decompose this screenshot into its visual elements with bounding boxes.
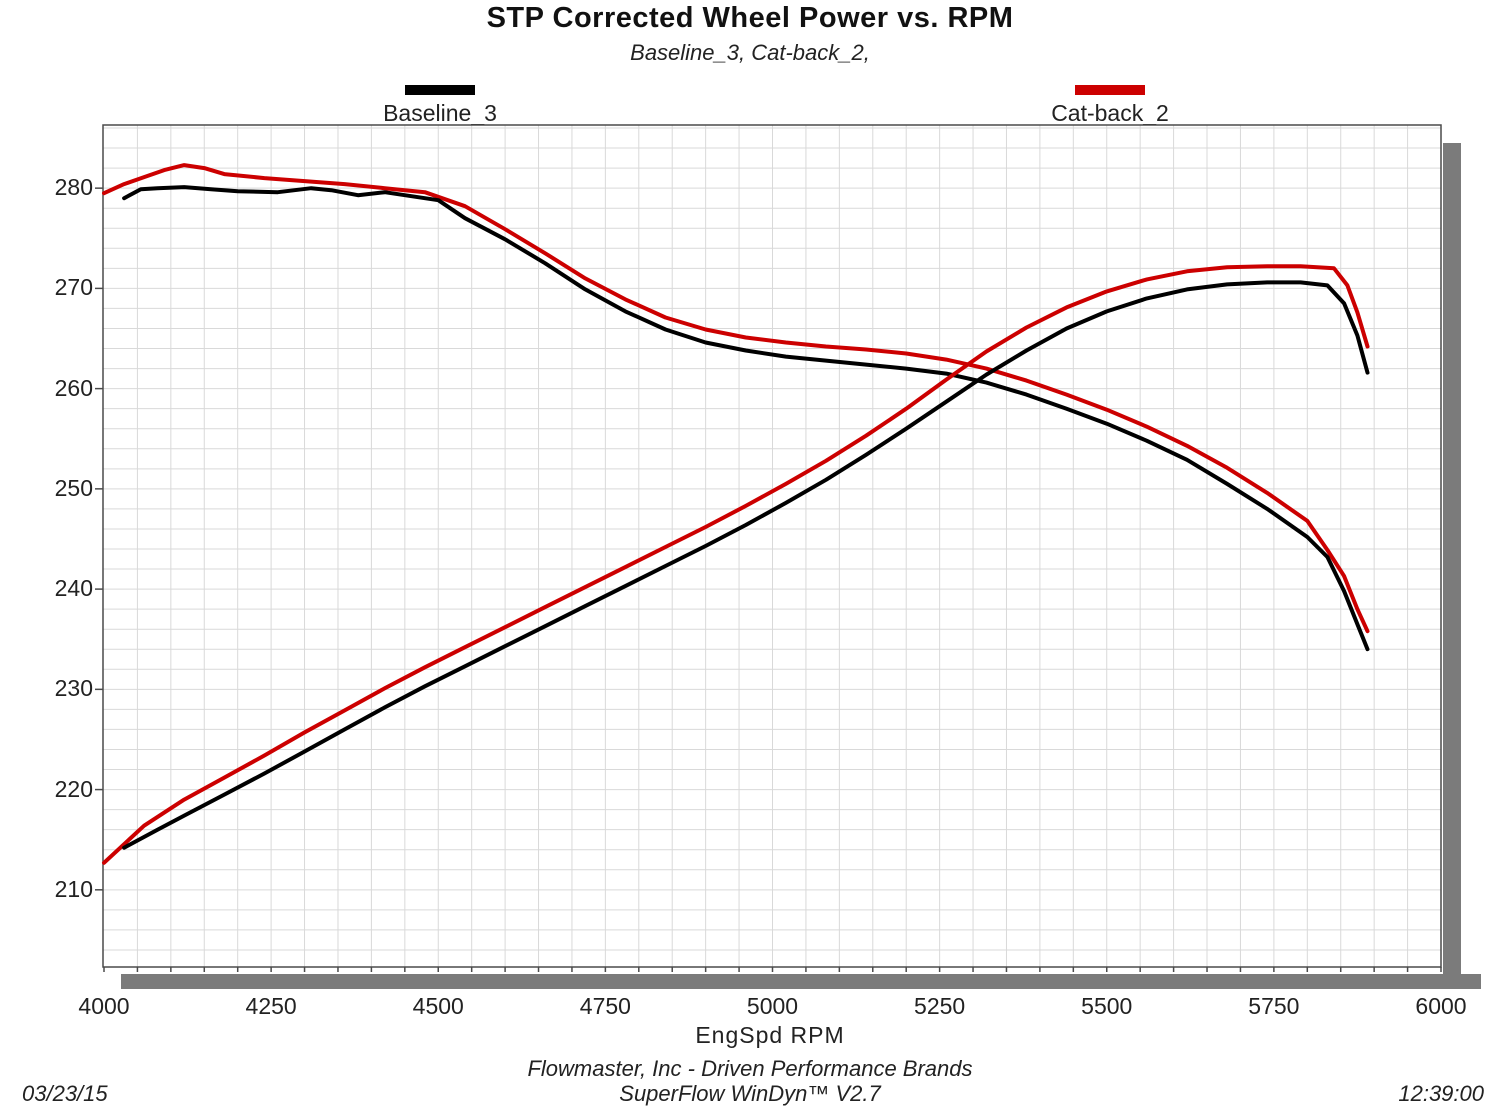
legend-label-catback: Cat-back_2 [1051, 100, 1169, 126]
x-axis-title: EngSpd RPM [695, 1022, 845, 1048]
x-tick-label: 4250 [245, 993, 297, 1019]
x-tick-label: 6000 [1415, 993, 1467, 1019]
curve-2 [102, 264, 1370, 865]
legend-label-baseline: Baseline_3 [383, 100, 497, 126]
y-tick-label: 260 [54, 374, 93, 401]
chart-title: STP Corrected Wheel Power vs. RPM [486, 2, 1014, 34]
footer-software: SuperFlow WinDyn™ V2.7 [619, 1081, 881, 1106]
legend-swatch-baseline [405, 85, 475, 95]
y-tick-label: 270 [54, 274, 93, 301]
x-tick-label: 5250 [914, 993, 966, 1019]
gridlines [103, 125, 1441, 967]
x-tick-label: 5500 [1081, 993, 1133, 1019]
y-tick-label: 250 [54, 474, 93, 501]
y-tick-label: 210 [54, 875, 93, 902]
x-tick-label: 4750 [579, 993, 631, 1019]
plot-shadow-bottom [121, 974, 1481, 989]
y-tick-label: 280 [54, 174, 93, 201]
curve-0 [102, 163, 1370, 634]
tick-marks [95, 187, 1442, 972]
legend-swatch-catback [1075, 85, 1145, 95]
curve-1 [122, 185, 1370, 652]
footer-date: 03/23/15 [22, 1081, 108, 1106]
curve-3 [122, 280, 1370, 850]
x-tick-label: 5750 [1248, 993, 1300, 1019]
x-tick-label: 5000 [746, 993, 799, 1019]
chart-subtitle: Baseline_3, Cat-back_2, [630, 40, 870, 65]
y-tick-label: 240 [54, 575, 93, 602]
footer-time: 12:39:00 [1398, 1081, 1484, 1106]
x-tick-label: 4000 [78, 993, 130, 1019]
footer-company: Flowmaster, Inc - Driven Performance Bra… [527, 1056, 973, 1081]
plot-shadow-right [1443, 143, 1461, 989]
y-tick-label: 220 [54, 775, 93, 802]
x-tick-label: 4500 [412, 993, 464, 1019]
y-tick-label: 230 [54, 675, 93, 702]
